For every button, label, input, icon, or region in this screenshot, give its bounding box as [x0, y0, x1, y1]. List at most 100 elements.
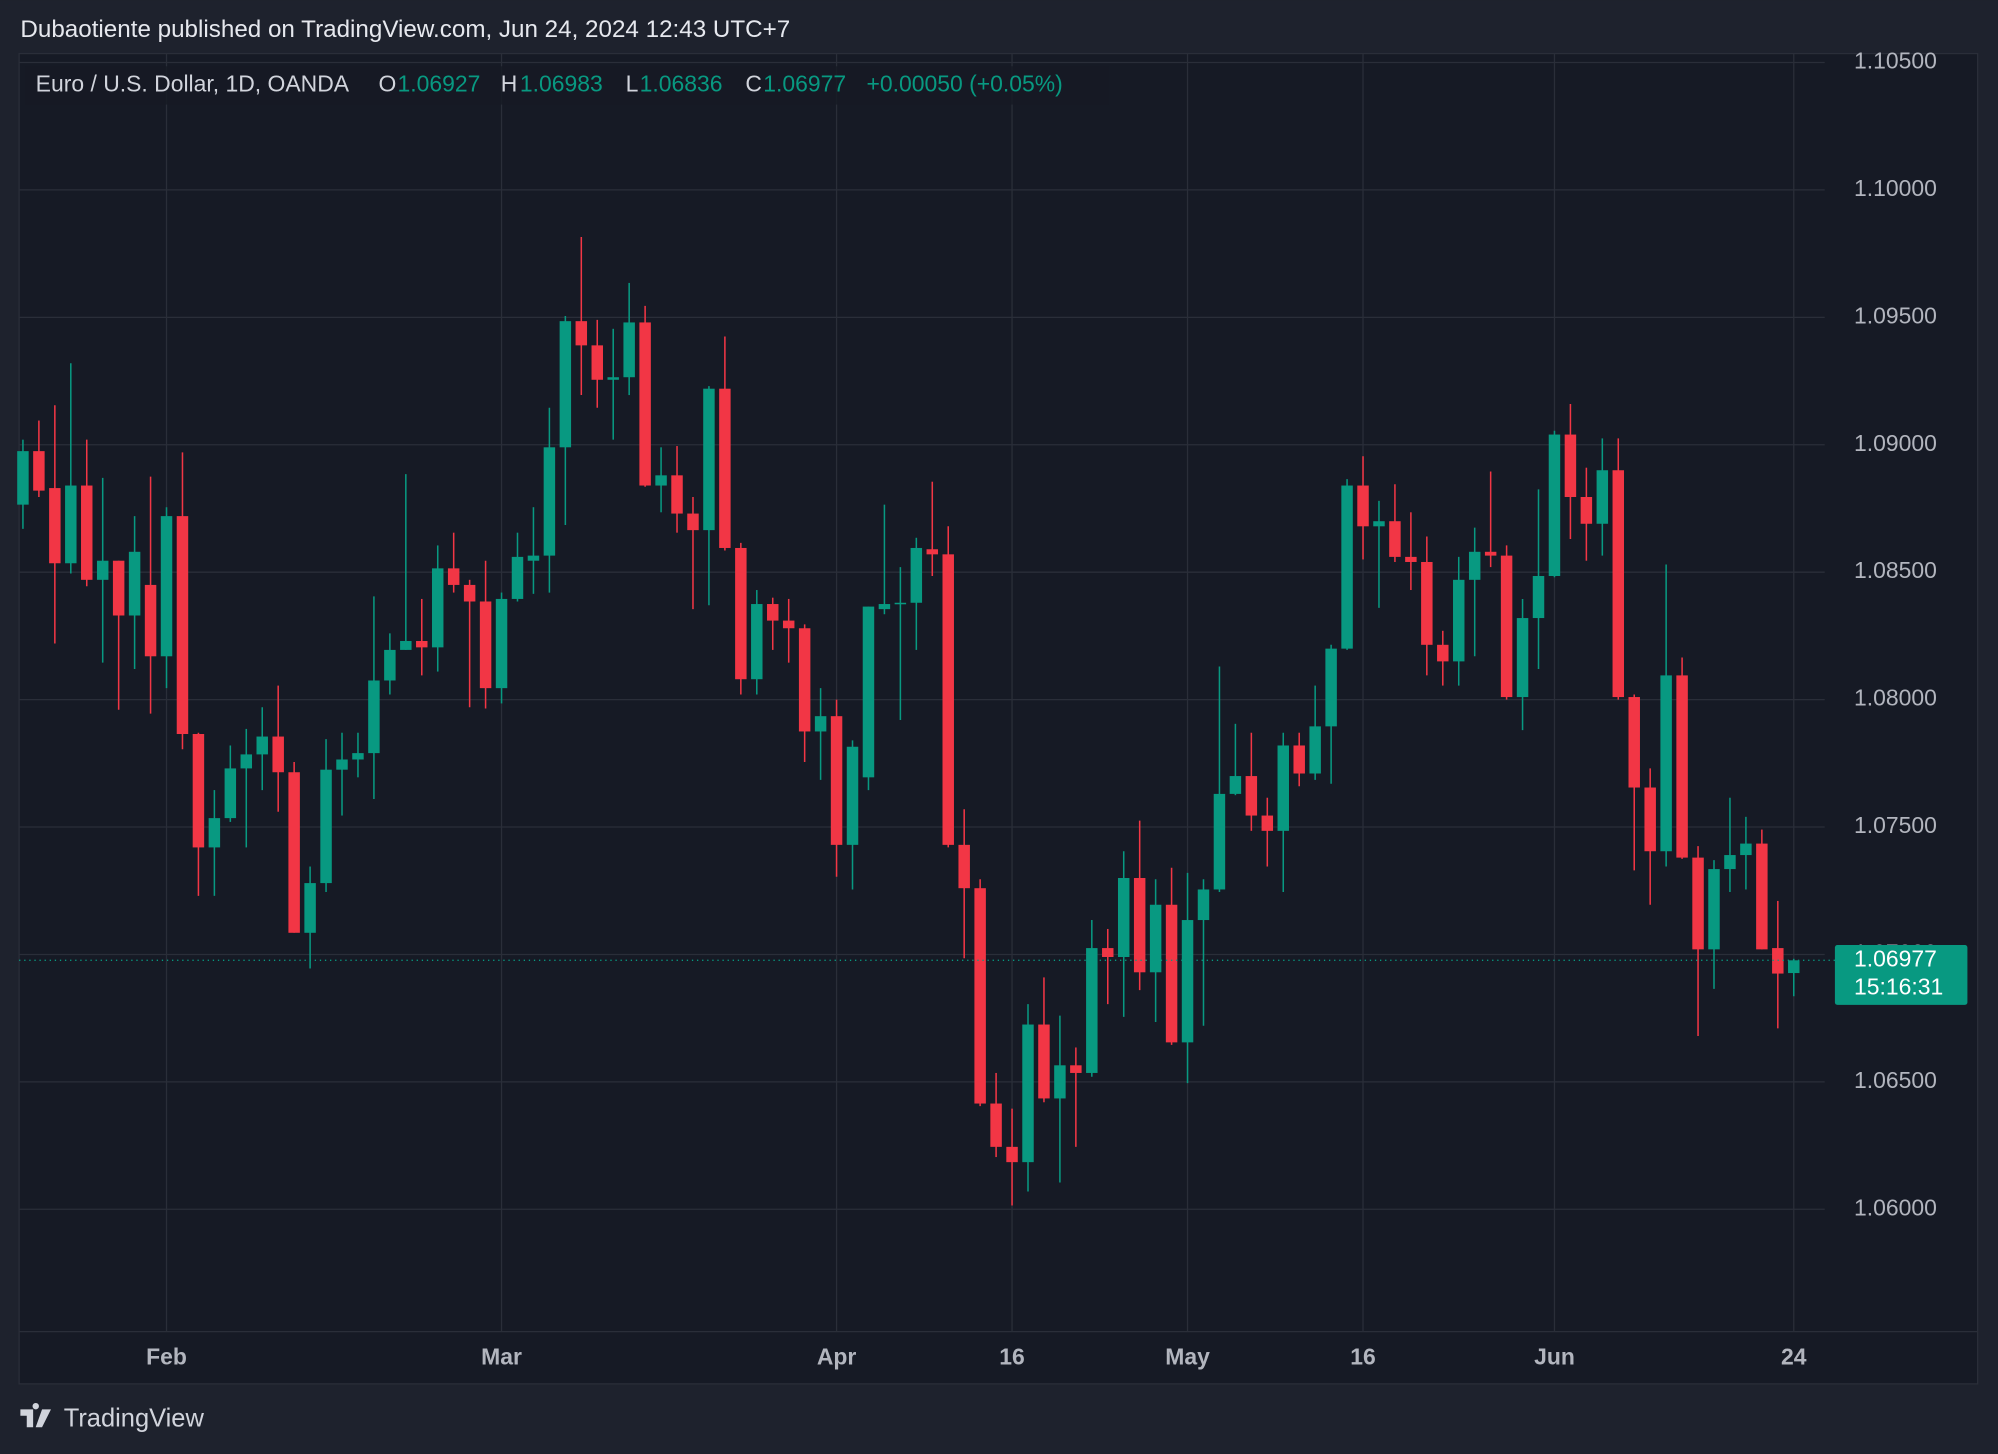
- candle-body: [830, 716, 843, 845]
- x-tick-label: Apr: [817, 1343, 857, 1369]
- candle-body: [639, 322, 651, 486]
- candle-body: [1692, 857, 1704, 950]
- candle-body: [1293, 745, 1305, 774]
- candle-body: [687, 513, 699, 531]
- candle-body: [320, 769, 332, 884]
- candle-body: [65, 485, 77, 564]
- candle-body: [447, 568, 460, 585]
- candle-body: [1740, 843, 1752, 856]
- candle-body: [463, 584, 476, 602]
- chart-pane: [18, 52, 1979, 1385]
- candle-body: [910, 547, 923, 603]
- candle-body: [735, 547, 747, 680]
- y-tick-label: 1.08500: [1854, 557, 1937, 583]
- candle-body: [798, 628, 811, 732]
- x-tick-label: May: [1165, 1343, 1210, 1369]
- countdown: 15:16:31: [1854, 973, 1943, 999]
- logo-icon: [20, 1402, 51, 1428]
- candle-body: [559, 321, 572, 448]
- candle-body: [1564, 434, 1577, 498]
- candle-body: [607, 377, 619, 380]
- candle-body: [256, 736, 268, 755]
- candle-body: [1548, 434, 1561, 577]
- candle-body: [814, 716, 827, 732]
- candle-body: [575, 321, 588, 346]
- candle-body: [336, 759, 348, 770]
- y-tick-label: 1.09000: [1854, 430, 1937, 456]
- candle-body: [192, 734, 205, 848]
- candle-body: [1676, 675, 1688, 858]
- candle-body: [1261, 815, 1274, 831]
- candle-body: [1389, 521, 1401, 557]
- ohlc-value: 1.06927: [398, 70, 481, 96]
- candle-body: [1373, 521, 1385, 527]
- candle-body: [1229, 776, 1242, 794]
- candle-body: [1245, 776, 1258, 816]
- candle-body: [1054, 1065, 1066, 1099]
- candle-body: [1086, 948, 1098, 1073]
- ohlc-value: 1.06836: [640, 70, 723, 96]
- candle-body: [1197, 889, 1210, 921]
- candle-body: [1213, 793, 1226, 890]
- candle-body: [96, 560, 109, 580]
- candle-body: [1277, 745, 1289, 831]
- candle-body: [767, 604, 779, 621]
- candle-body: [1468, 551, 1481, 580]
- x-tick-label: 16: [999, 1343, 1025, 1369]
- last-price-label: 1.06977: [1854, 945, 1937, 971]
- candle-body: [1660, 675, 1672, 852]
- candle-body: [1500, 555, 1513, 698]
- candle-body: [1309, 726, 1321, 774]
- candle-body: [894, 602, 907, 605]
- candle-body: [591, 345, 603, 380]
- candle-body: [1149, 904, 1162, 973]
- candle-body: [495, 598, 508, 689]
- candle-body: [33, 451, 45, 491]
- y-tick-label: 1.10000: [1854, 175, 1937, 201]
- candle-body: [1405, 556, 1417, 562]
- y-tick-label: 1.08000: [1854, 685, 1937, 711]
- candle-body: [1596, 470, 1609, 524]
- symbol: Euro / U.S. Dollar, 1D, OANDA: [36, 70, 350, 96]
- candle-body: [1133, 877, 1146, 973]
- candle-body: [368, 680, 380, 754]
- candle-body: [671, 475, 683, 514]
- candle-body: [1724, 855, 1736, 870]
- candle-body: [1357, 485, 1369, 527]
- x-tick-label: 16: [1350, 1343, 1376, 1369]
- ohlc-label: C: [745, 70, 762, 96]
- ohlc-label: H: [501, 70, 518, 96]
- plot: [17, 53, 1835, 1332]
- candle-body: [878, 604, 891, 610]
- ohlc-value: 1.06977: [763, 70, 846, 96]
- candle-body: [1102, 948, 1114, 957]
- brand: TradingView: [64, 1404, 205, 1432]
- candle-body: [384, 649, 396, 681]
- candle-body: [1756, 843, 1768, 950]
- candle-body: [1453, 579, 1465, 662]
- candle-body: [1117, 877, 1130, 957]
- candle-body: [990, 1103, 1002, 1147]
- candle-body: [304, 883, 316, 933]
- candle-body: [112, 560, 125, 616]
- candle-body: [1628, 697, 1640, 788]
- candle-body: [1341, 485, 1353, 649]
- y-tick-label: 1.07500: [1854, 812, 1937, 838]
- x-tick-label: Jun: [1534, 1343, 1575, 1369]
- published-line: Dubaotiente published on TradingView.com…: [20, 16, 790, 43]
- candle-body: [272, 736, 284, 773]
- y-tick-label: 1.06500: [1854, 1067, 1937, 1093]
- candle-body: [144, 584, 157, 657]
- candle-body: [1181, 920, 1194, 1043]
- candle-body: [81, 485, 93, 580]
- candle-body: [1516, 618, 1529, 698]
- candle-body: [479, 601, 492, 689]
- candle-body: [352, 753, 364, 760]
- candle-body: [176, 516, 189, 735]
- candle-body: [160, 516, 173, 657]
- change: +0.00050 (+0.05%): [866, 70, 1062, 96]
- candle-body: [1612, 470, 1625, 698]
- candle-body: [527, 555, 540, 561]
- ohlc-value: 1.06983: [520, 70, 603, 96]
